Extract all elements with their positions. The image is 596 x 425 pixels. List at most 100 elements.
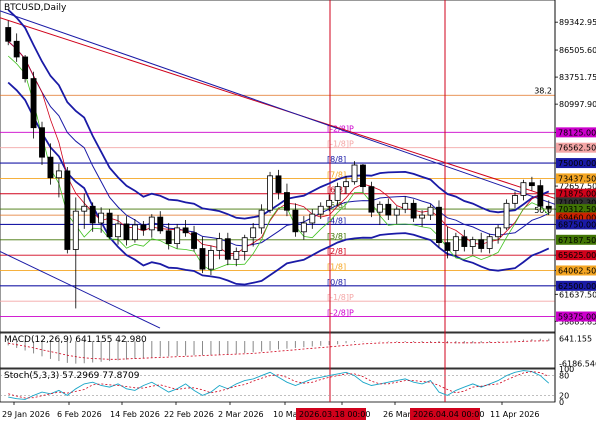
candle	[334, 182, 341, 207]
candle-body	[22, 56, 29, 79]
candle	[461, 229, 468, 252]
x-tick-label: 2 Mar 2026	[218, 410, 264, 419]
candle-body	[292, 209, 299, 233]
price-tag-box	[556, 311, 596, 322]
y-tick-label: 72657.50	[559, 182, 596, 191]
candle-body	[157, 216, 164, 232]
candle	[537, 179, 544, 211]
candle	[326, 194, 333, 212]
candle-body	[528, 182, 535, 187]
candle-body	[452, 236, 459, 251]
candle	[182, 220, 189, 237]
candle-body	[461, 236, 468, 247]
candle	[545, 200, 552, 216]
candle	[241, 234, 248, 261]
candle-body	[343, 181, 350, 188]
y-tick-label: 86505.60	[559, 46, 596, 55]
x-tick-label: 14 Feb 2026	[110, 410, 160, 419]
candle	[157, 211, 164, 234]
candle-body	[537, 185, 544, 207]
y-tick-label: 80997.90	[559, 100, 596, 109]
candle	[343, 175, 350, 194]
middle-band	[7, 40, 550, 247]
stoch-tick-label: 80	[559, 372, 569, 381]
candle-body	[72, 210, 79, 250]
x-tick-label: 10 Ma	[273, 410, 298, 419]
candle	[174, 223, 181, 249]
candle	[267, 171, 273, 214]
price-tag-box	[556, 265, 596, 276]
y-tick-label: 89342.95	[559, 18, 596, 27]
candle	[444, 226, 451, 259]
candle	[5, 20, 12, 46]
candle	[385, 198, 392, 221]
price-tag-label: 75000.00	[558, 159, 596, 168]
y-tick-label: 61637.50	[559, 290, 596, 299]
candle	[39, 121, 45, 166]
candle-body	[258, 209, 265, 229]
candle-body	[284, 192, 290, 211]
blue-trendline	[0, 10, 556, 205]
candle	[165, 222, 172, 250]
candle	[123, 216, 130, 246]
price-tag-label: 71002.30	[558, 198, 596, 207]
candle	[64, 166, 71, 254]
candle	[131, 219, 138, 243]
candle	[292, 203, 299, 237]
murrey-label: [-1/8]P	[327, 140, 354, 149]
candle-body	[30, 78, 37, 129]
candle	[89, 202, 96, 232]
candle	[140, 221, 147, 236]
candle	[250, 222, 257, 247]
candle	[520, 179, 527, 201]
price-tag-label: 68750.00	[558, 220, 596, 229]
candle-body	[503, 202, 510, 229]
candle	[22, 55, 29, 83]
price-tag-box	[556, 173, 596, 184]
candle	[528, 176, 535, 191]
candle	[191, 225, 197, 252]
candle-body	[512, 195, 518, 204]
candle	[419, 210, 426, 227]
x-tick-label: 29 Jan 2026	[2, 410, 50, 419]
candle-body	[123, 223, 130, 241]
highlighted-date-label: 2026.04.04 00:00	[413, 410, 484, 419]
candle-body	[64, 170, 71, 250]
candle	[55, 164, 62, 198]
candle	[360, 164, 366, 193]
candle	[115, 215, 121, 245]
main-pane-frame	[0, 0, 556, 333]
candle	[98, 207, 105, 233]
candle	[478, 232, 485, 253]
macd-tick-label: 641.155	[559, 335, 592, 344]
candle	[427, 204, 434, 221]
candle	[207, 245, 214, 276]
candle-body	[376, 203, 383, 213]
candle	[436, 200, 442, 248]
candle	[452, 232, 459, 257]
chart-title: BTCUSD,Daily	[4, 3, 67, 13]
candle-body	[360, 164, 366, 188]
blue-lower-trendline	[0, 251, 161, 329]
candle	[106, 209, 113, 239]
candle-body	[427, 206, 434, 216]
candle	[309, 209, 316, 229]
candle-body	[520, 182, 527, 196]
candle	[512, 191, 518, 209]
candle	[393, 206, 400, 224]
price-tag-label: 59375.00	[558, 313, 596, 322]
price-tag-box	[556, 219, 596, 230]
stoch-d-line	[8, 371, 549, 399]
candle-body	[224, 238, 231, 260]
candle-body	[300, 222, 307, 233]
murrey-label: [8/8]	[327, 155, 346, 164]
candle-body	[267, 175, 273, 211]
candle-body	[368, 186, 375, 213]
x-tick-label: 26 Mar	[383, 410, 412, 419]
price-tag-label: 76562.50	[558, 144, 596, 153]
price-tag-box	[556, 188, 596, 199]
x-tick-label: 22 Feb 2026	[164, 410, 214, 419]
candle-body	[410, 202, 417, 219]
candle	[300, 216, 307, 240]
